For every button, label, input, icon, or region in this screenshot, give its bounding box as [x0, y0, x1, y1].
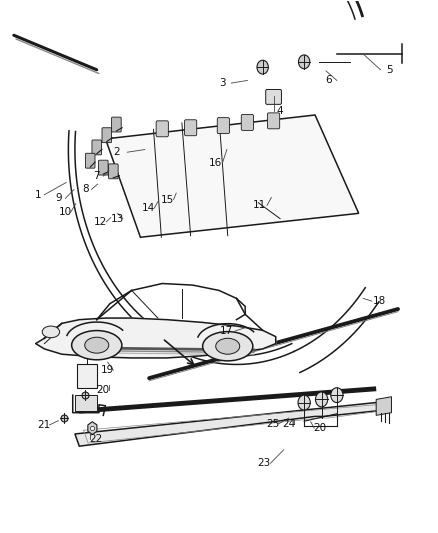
FancyBboxPatch shape — [268, 113, 280, 129]
Text: 19: 19 — [101, 365, 114, 375]
FancyBboxPatch shape — [217, 118, 230, 134]
FancyBboxPatch shape — [77, 364, 97, 387]
Text: 18: 18 — [373, 296, 386, 306]
Text: 24: 24 — [282, 419, 296, 429]
Circle shape — [331, 387, 343, 402]
Text: 17: 17 — [220, 326, 233, 336]
FancyBboxPatch shape — [102, 128, 112, 143]
Text: 20: 20 — [314, 423, 327, 433]
Polygon shape — [35, 318, 276, 358]
Text: 9: 9 — [55, 193, 62, 204]
Polygon shape — [75, 395, 97, 411]
FancyBboxPatch shape — [109, 164, 118, 179]
Text: 20: 20 — [97, 385, 110, 395]
Text: 5: 5 — [386, 65, 392, 75]
FancyBboxPatch shape — [112, 117, 121, 132]
Text: 6: 6 — [326, 76, 332, 85]
Text: 25: 25 — [266, 419, 280, 429]
Text: 13: 13 — [111, 214, 124, 224]
Ellipse shape — [203, 332, 253, 361]
Ellipse shape — [216, 338, 240, 354]
Text: 12: 12 — [94, 217, 107, 227]
FancyBboxPatch shape — [266, 90, 282, 104]
Text: 1: 1 — [35, 190, 41, 200]
FancyBboxPatch shape — [156, 121, 168, 137]
FancyBboxPatch shape — [99, 160, 108, 175]
Circle shape — [298, 55, 310, 69]
Text: 7: 7 — [93, 171, 100, 181]
Ellipse shape — [72, 330, 122, 360]
Text: 21: 21 — [37, 420, 50, 430]
Polygon shape — [88, 422, 97, 434]
Text: 4: 4 — [277, 106, 283, 116]
Ellipse shape — [42, 326, 60, 338]
Ellipse shape — [85, 337, 109, 353]
Text: 8: 8 — [82, 184, 89, 195]
Text: 16: 16 — [209, 158, 222, 168]
Circle shape — [298, 395, 310, 410]
Text: 10: 10 — [59, 207, 72, 217]
FancyBboxPatch shape — [184, 120, 197, 136]
FancyBboxPatch shape — [92, 140, 102, 155]
Text: 14: 14 — [141, 203, 155, 213]
Text: 3: 3 — [219, 78, 226, 88]
Text: 22: 22 — [89, 434, 102, 445]
Text: 15: 15 — [161, 195, 174, 205]
Circle shape — [315, 392, 328, 407]
Polygon shape — [106, 115, 359, 237]
Text: 23: 23 — [257, 458, 270, 468]
Circle shape — [257, 60, 268, 74]
Polygon shape — [376, 397, 392, 415]
FancyBboxPatch shape — [241, 115, 254, 131]
FancyBboxPatch shape — [85, 154, 95, 168]
Polygon shape — [75, 402, 385, 446]
Text: 11: 11 — [253, 200, 266, 211]
Text: 2: 2 — [113, 147, 120, 157]
